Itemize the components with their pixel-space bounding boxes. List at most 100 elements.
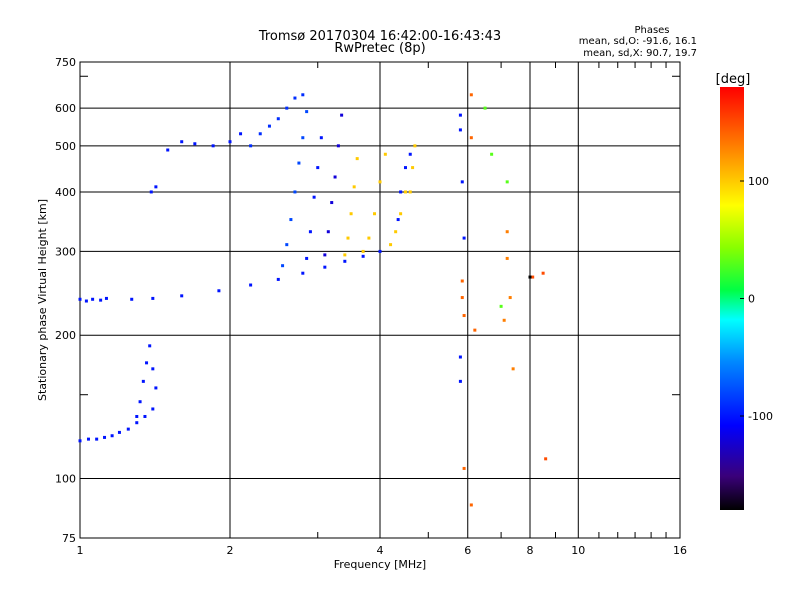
- data-point: [502, 318, 506, 322]
- data-point: [336, 144, 340, 148]
- data-point: [135, 421, 139, 425]
- data-point: [141, 379, 145, 383]
- data-point: [285, 106, 289, 110]
- data-point: [408, 152, 412, 156]
- data-point: [319, 136, 323, 140]
- data-point: [462, 466, 466, 470]
- data-point: [154, 185, 158, 189]
- data-point: [95, 437, 99, 441]
- data-point: [408, 190, 412, 194]
- data-point: [154, 386, 158, 390]
- colorbar-ticks: 100 0 -100: [740, 175, 773, 423]
- data-point: [373, 212, 377, 216]
- data-point: [531, 275, 535, 279]
- data-point: [301, 93, 305, 97]
- colorbar-label: [deg]: [716, 72, 751, 87]
- x-axis-label: Frequency [MHz]: [334, 558, 426, 571]
- data-point: [490, 152, 494, 156]
- data-point: [330, 201, 334, 205]
- data-point: [104, 296, 108, 300]
- data-point: [99, 298, 103, 302]
- data-point: [378, 249, 382, 253]
- data-point: [462, 236, 466, 240]
- data-point: [249, 144, 253, 148]
- stats-o-line: mean, sd,O: -91.6, 16.1: [579, 36, 697, 47]
- data-point: [541, 271, 545, 275]
- data-point: [301, 271, 305, 275]
- data-point: [399, 190, 403, 194]
- data-point: [151, 407, 155, 411]
- data-point: [117, 430, 121, 434]
- data-point: [458, 128, 462, 132]
- data-point: [323, 265, 327, 269]
- x-tick-label: 16: [673, 544, 687, 557]
- data-point: [145, 361, 149, 365]
- data-point: [361, 249, 365, 253]
- data-point: [349, 212, 353, 216]
- y-tick-label: 500: [55, 140, 76, 153]
- data-point: [333, 175, 337, 179]
- data-point: [293, 96, 297, 100]
- data-point: [508, 296, 512, 300]
- grid-lines: [80, 62, 680, 538]
- data-point: [469, 503, 473, 507]
- data-point: [473, 328, 477, 332]
- data-point: [135, 414, 139, 418]
- data-point: [239, 132, 243, 136]
- data-point: [217, 289, 221, 293]
- data-point: [346, 236, 350, 240]
- y-tick-label: 200: [55, 329, 76, 342]
- data-point: [399, 212, 403, 216]
- data-point: [343, 253, 347, 257]
- data-point: [460, 180, 464, 184]
- data-point: [228, 140, 232, 144]
- data-point: [91, 297, 95, 301]
- x-tick-label: 1: [77, 544, 84, 557]
- data-point: [276, 117, 280, 121]
- data-point: [78, 297, 82, 301]
- data-point: [289, 218, 293, 222]
- y-tick-label: 600: [55, 102, 76, 115]
- data-point: [211, 144, 215, 148]
- data-point: [305, 256, 309, 260]
- data-point: [267, 124, 271, 128]
- data-point: [352, 185, 356, 189]
- data-point: [301, 136, 305, 140]
- data-point: [394, 230, 398, 234]
- chart-title: Tromsø 20170304 16:42:00-16:43:43: [258, 29, 501, 44]
- y-tick-label: 400: [55, 186, 76, 199]
- x-tick-label: 2: [227, 544, 234, 557]
- data-point: [110, 434, 114, 438]
- data-points: [78, 93, 548, 507]
- data-point: [361, 254, 365, 258]
- y-tick-label: 100: [55, 473, 76, 486]
- data-point: [462, 314, 466, 318]
- chart-subtitle: RwPretec (8p): [334, 41, 425, 56]
- data-point: [326, 230, 330, 234]
- data-point: [193, 142, 197, 146]
- data-point: [505, 230, 509, 234]
- data-point: [166, 148, 170, 152]
- data-point: [458, 113, 462, 117]
- data-point: [505, 256, 509, 260]
- data-point: [138, 400, 142, 404]
- data-point: [180, 140, 184, 144]
- data-point: [316, 166, 320, 170]
- data-point: [86, 437, 90, 441]
- data-point: [396, 218, 400, 222]
- data-point: [389, 243, 393, 247]
- data-point: [84, 299, 88, 303]
- data-point: [355, 157, 359, 161]
- data-point: [544, 457, 548, 461]
- data-point: [469, 136, 473, 140]
- data-point: [367, 236, 371, 240]
- data-point: [151, 296, 155, 300]
- data-point: [383, 152, 387, 156]
- data-point: [343, 259, 347, 263]
- data-point: [323, 253, 327, 257]
- data-point: [78, 439, 82, 443]
- data-point: [276, 277, 280, 281]
- colorbar-tick-label: -100: [748, 410, 773, 423]
- x-tick-label: 4: [377, 544, 384, 557]
